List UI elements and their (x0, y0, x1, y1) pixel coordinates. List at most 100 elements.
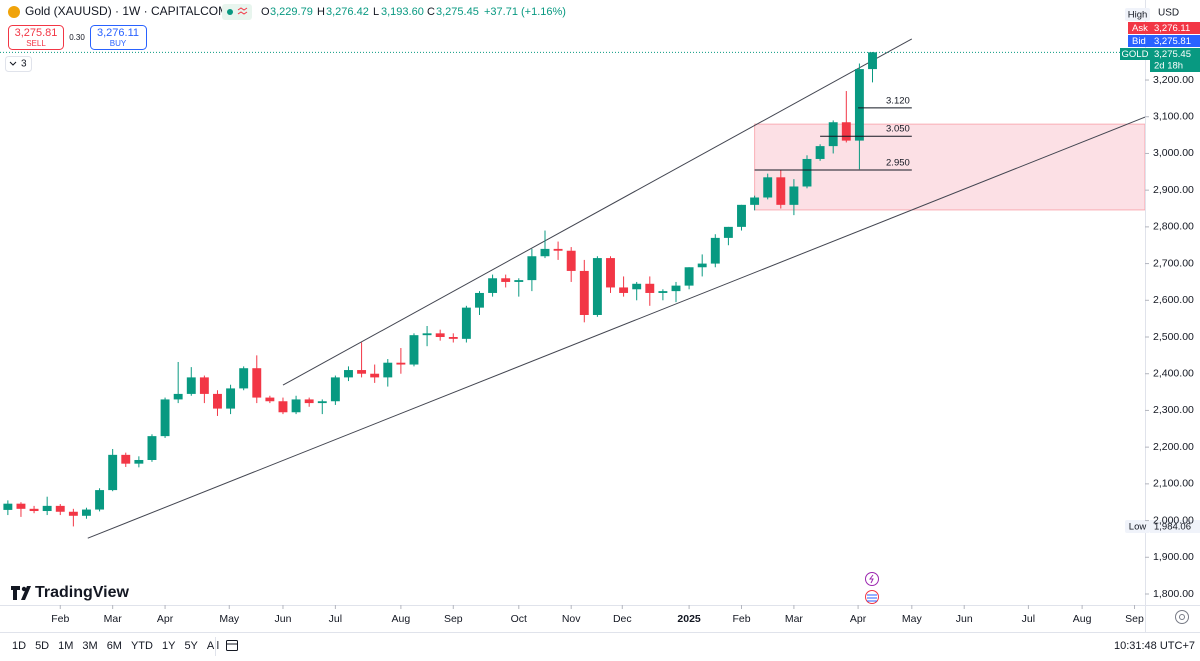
candle-body (82, 509, 91, 516)
candle-body (252, 368, 262, 398)
x-tick-label: Jun (275, 613, 292, 625)
ohlc-label: H (317, 6, 325, 18)
y-tick-label: 2,800.00 (1153, 221, 1194, 233)
candle-body (540, 248, 550, 257)
candle-body (802, 158, 812, 187)
candle-body (776, 177, 786, 205)
y-tick-label: 2,500.00 (1153, 331, 1194, 343)
level-label: 2.950 (886, 157, 910, 168)
candle-body (501, 278, 511, 282)
legend-toggle[interactable] (222, 4, 252, 20)
candle-body (108, 454, 118, 491)
candle-body (553, 248, 563, 251)
candle-body (370, 373, 380, 378)
buy-button[interactable] (90, 25, 147, 50)
low-label: Low (1129, 522, 1147, 533)
x-tick-label: Jun (956, 613, 973, 625)
low-value: 1,984.06 (1154, 522, 1191, 533)
y-tick-label: 2,100.00 (1153, 478, 1194, 490)
candle-body (396, 362, 406, 365)
series: 3.120 3.050 2.950 (0, 38, 1145, 539)
range-button[interactable]: 5Y (184, 640, 198, 652)
candle-body (344, 370, 353, 378)
x-tick-label: Mar (104, 613, 123, 625)
indicators-count: 3 (21, 59, 27, 70)
sell-price: 3,275.81 (15, 27, 58, 39)
x-tick-label: Apr (157, 613, 174, 625)
candle-body (95, 490, 105, 510)
candle-body (592, 258, 602, 315)
ohlc-value: 3,193.60 (381, 6, 424, 18)
y-tick-label: 1,800.00 (1153, 588, 1194, 600)
x-tick-label: Jul (1022, 613, 1035, 625)
candle-body (527, 256, 537, 281)
ohlc-value: 3,276.42 (326, 6, 369, 18)
x-tick-label: Feb (732, 613, 750, 625)
candle-body (199, 377, 209, 394)
candle-body (173, 393, 183, 400)
ohlc-label: C (427, 6, 435, 18)
x-tick-label: Apr (850, 613, 867, 625)
sell-button[interactable] (8, 25, 64, 50)
event-icon[interactable] (865, 590, 879, 604)
ask-price: 3,276.11 (1154, 23, 1190, 34)
candle-body (317, 401, 327, 404)
candle-body (671, 285, 681, 292)
ohlc-label: O (261, 6, 270, 18)
x-tick-label: Aug (392, 613, 411, 625)
y-tick-label: 2,900.00 (1153, 184, 1194, 196)
candle-body (684, 267, 694, 286)
candle-body (435, 333, 445, 338)
candle-body (226, 388, 236, 409)
x-tick-label: 2025 (677, 613, 701, 625)
symbol-label: GOLD (1122, 49, 1149, 60)
range-button[interactable]: 1D (12, 640, 26, 652)
bid-badge (1128, 35, 1200, 47)
symbol-icon (8, 6, 20, 18)
price-zone (754, 123, 1145, 211)
ohlc-label: L (373, 6, 379, 18)
trendline (282, 38, 913, 386)
settings-button[interactable] (1175, 610, 1189, 624)
candle-body (750, 197, 760, 205)
range-button[interactable]: 6M (107, 640, 122, 652)
range-button[interactable]: 1Y (162, 640, 176, 652)
range-button[interactable]: 3M (82, 640, 97, 652)
event-icon-flag (867, 594, 877, 602)
x-tick-label: Sep (444, 613, 463, 625)
event-icon-bolt (869, 574, 874, 584)
date-range-icon[interactable] (226, 640, 238, 651)
currency: USD (1158, 8, 1179, 19)
candle-body (606, 258, 615, 288)
candle-body (723, 226, 733, 238)
range-button[interactable]: All (207, 640, 219, 652)
symbol-title: Gold (XAUUSD) · 1W · CAPITALCOM (25, 4, 228, 18)
x-tick-label: Jul (329, 613, 342, 625)
y-tick-label: 3,000.00 (1153, 147, 1194, 159)
range-button[interactable]: YTD (131, 640, 153, 652)
level-label: 3.120 (886, 95, 910, 106)
candle-body (304, 399, 314, 404)
legend-toggle-icon (237, 7, 248, 15)
candle-body (619, 287, 629, 293)
range-button[interactable]: 1M (58, 640, 73, 652)
candle-body (475, 292, 484, 308)
candle-body (422, 333, 432, 336)
range-button[interactable]: 5D (35, 640, 49, 652)
x-tick-label: May (219, 613, 240, 625)
ohlc-value: 3,275.45 (436, 6, 479, 18)
candle-body (868, 52, 877, 70)
high-badge (1125, 8, 1150, 21)
candle-body (383, 362, 393, 378)
candle-body (710, 237, 720, 264)
candle-body (239, 368, 249, 389)
candle-body (3, 503, 13, 510)
y-tick-label: 2,300.00 (1153, 404, 1194, 416)
level-label: 3.050 (886, 124, 910, 135)
y-tick-label: 2,400.00 (1153, 368, 1194, 380)
x-tick-label: Aug (1073, 613, 1092, 625)
candle-body (645, 283, 655, 293)
indicators-toggle[interactable] (5, 56, 32, 72)
chevron (9, 61, 17, 66)
